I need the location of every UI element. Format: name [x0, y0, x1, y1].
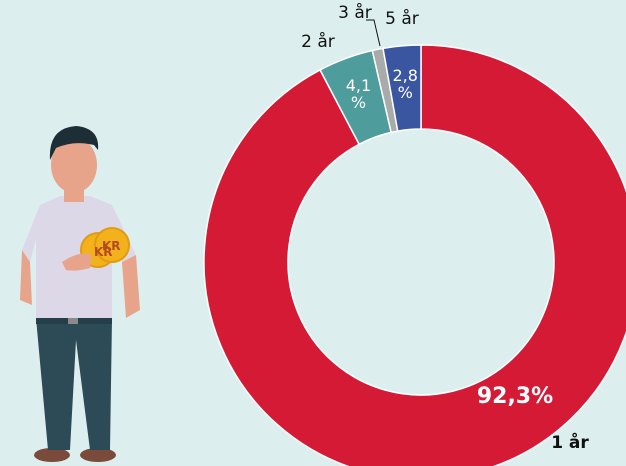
shoe [34, 448, 70, 462]
donut-segment [203, 44, 626, 466]
category-label: 5 år [385, 8, 419, 29]
coin-text: KR [102, 239, 121, 253]
shoe [80, 448, 116, 462]
coin [94, 227, 130, 263]
value-label: 4,1 % [345, 76, 372, 113]
hair [49, 126, 99, 160]
hand [62, 253, 92, 271]
category-label: 3 år [338, 2, 372, 23]
arm [122, 255, 140, 318]
buckle [68, 314, 78, 324]
person-illustration: KR KR [20, 126, 140, 462]
leader-line [366, 19, 381, 47]
head [51, 137, 97, 193]
category-label: 2 år [301, 31, 335, 52]
value-label: 2,8 % [392, 65, 418, 102]
category-label: 1 år [551, 431, 589, 453]
arm [20, 250, 32, 305]
coin-text: KR [94, 245, 113, 259]
donut-segment [382, 44, 422, 132]
value-label: 92,3% [476, 384, 554, 409]
pants [36, 318, 112, 450]
